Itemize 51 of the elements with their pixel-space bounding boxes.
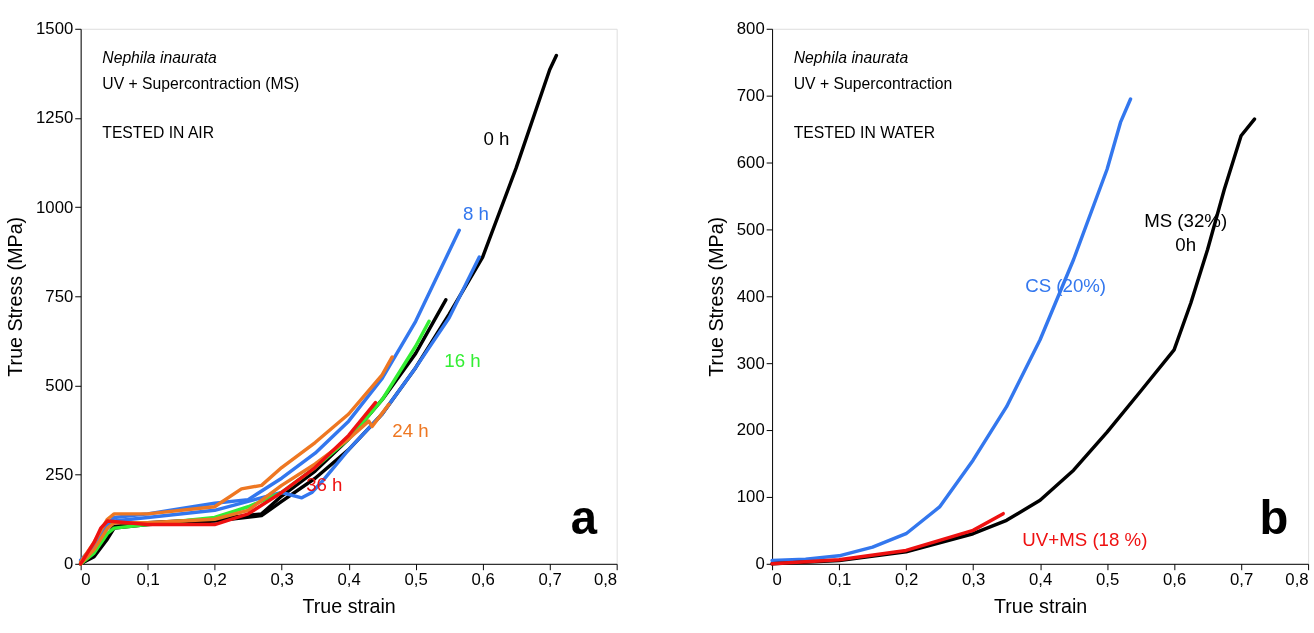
y-tick-label: 1250: [36, 108, 74, 128]
y-tick-label: 0: [755, 554, 765, 574]
x-tick-label: 0,2: [894, 569, 919, 589]
y-tick-label: 200: [736, 420, 765, 440]
y-tick-label: 250: [45, 465, 74, 485]
x-tick-label: 0,7: [538, 569, 562, 589]
x-tick-label: 0,7: [1229, 569, 1254, 589]
y-tick-label: 500: [736, 219, 765, 239]
x-tick-label: 0,1: [136, 569, 160, 589]
x-tick-label: 0,5: [1095, 569, 1120, 589]
annotation: UV + Supercontraction: [793, 74, 953, 92]
x-tick-label: 0,4: [1028, 569, 1053, 589]
y-tick-label: 1000: [36, 197, 74, 217]
y-tick-label: 0: [63, 554, 74, 574]
x-tick-label: 0: [81, 569, 91, 589]
annotation: b: [1259, 491, 1289, 545]
annotation: TESTED IN AIR: [102, 123, 215, 141]
series-label: 8 h: [462, 203, 489, 225]
x-axis-title: True strain: [993, 595, 1088, 618]
y-tick-label: 300: [736, 353, 765, 373]
series-label: 0 h: [483, 128, 510, 150]
x-tick-label: 0,8: [593, 569, 618, 589]
series-label: 24 h: [392, 419, 429, 441]
y-tick-label: 750: [45, 286, 74, 306]
x-tick-label: 0: [772, 569, 782, 589]
annotation: Nephila inaurata: [793, 49, 909, 67]
annotation: UV + Supercontraction (MS): [102, 74, 300, 92]
x-tick-label: 0,3: [961, 569, 986, 589]
y-tick-label: 600: [736, 152, 765, 172]
annotation: TESTED IN WATER: [793, 123, 936, 141]
series-label: 16 h: [444, 350, 481, 372]
x-axis-title: True strain: [302, 595, 396, 618]
y-tick-label: 800: [736, 19, 765, 39]
x-tick-label: 0,2: [203, 569, 227, 589]
x-tick-label: 0,3: [270, 569, 294, 589]
y-tick-label: 500: [45, 375, 74, 395]
x-tick-label: 0,6: [1162, 569, 1187, 589]
x-tick-label: 0,5: [404, 569, 428, 589]
y-tick-label: 1500: [36, 19, 74, 39]
y-tick-label: 700: [736, 86, 765, 106]
annotation: Nephila inaurata: [102, 49, 218, 67]
annotation: a: [570, 491, 598, 545]
x-tick-label: 0,8: [1285, 569, 1309, 589]
x-tick-label: 0,6: [471, 569, 495, 589]
y-axis-title: True Stress (MPa): [4, 216, 27, 377]
series-label: UV+MS (18 %): [1022, 529, 1148, 551]
x-tick-label: 0,1: [827, 569, 852, 589]
y-tick-label: 400: [736, 286, 765, 306]
y-axis-title: True Stress (MPa): [705, 216, 728, 377]
y-tick-label: 100: [736, 487, 765, 507]
x-tick-label: 0,4: [337, 569, 361, 589]
